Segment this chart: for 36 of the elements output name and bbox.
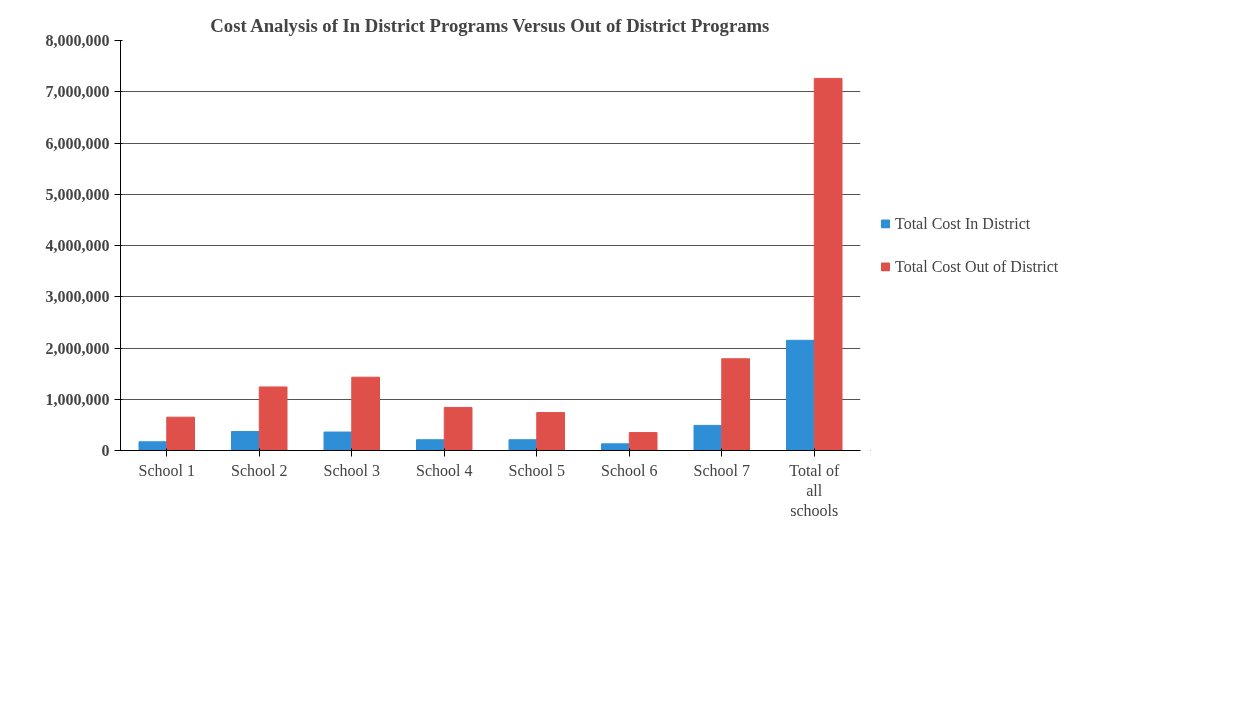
x-tick-label: School 2	[231, 461, 288, 479]
bar	[601, 443, 630, 451]
y-tick-label: 6,000,000	[45, 134, 110, 152]
bar	[443, 406, 473, 451]
y-tick-label: 2,000,000	[45, 339, 110, 357]
bar	[258, 386, 288, 451]
x-tick-label: School 5	[508, 461, 565, 479]
bar	[231, 431, 260, 451]
y-tick-label: 1,000,000	[45, 390, 110, 408]
bar	[628, 432, 658, 451]
bar	[721, 358, 750, 451]
y-tick-label: 5,000,000	[45, 185, 110, 203]
chart-title: Cost Analysis of In District Programs Versus Out of District Programs	[210, 14, 770, 36]
bar	[693, 424, 723, 451]
bar	[786, 339, 815, 451]
y-tick-label: 0	[101, 442, 110, 459]
x-tick-label: School 3	[323, 461, 380, 479]
legend-label: Total Cost Out of District	[895, 257, 1059, 276]
bar	[416, 439, 445, 451]
bar	[508, 439, 538, 451]
y-tick-label: 7,000,000	[45, 83, 110, 101]
y-tick-label: 3,000,000	[45, 288, 110, 306]
y-tick-label: 8,000,000	[45, 32, 110, 49]
bar	[323, 431, 353, 451]
bar	[536, 412, 565, 451]
x-tick-label: School 1	[138, 461, 195, 479]
bar	[351, 376, 380, 451]
x-tick-label: School 4	[416, 461, 473, 479]
bar	[138, 441, 168, 451]
y-tick-label: 4,000,000	[45, 237, 110, 254]
x-tick-label: School 7	[693, 461, 750, 479]
x-tick-label: Total of all schools	[789, 461, 840, 520]
x-tick-label: School 6	[601, 461, 658, 479]
bar	[813, 77, 843, 451]
bar	[166, 416, 195, 451]
legend-label: Total Cost In District	[895, 214, 1031, 233]
